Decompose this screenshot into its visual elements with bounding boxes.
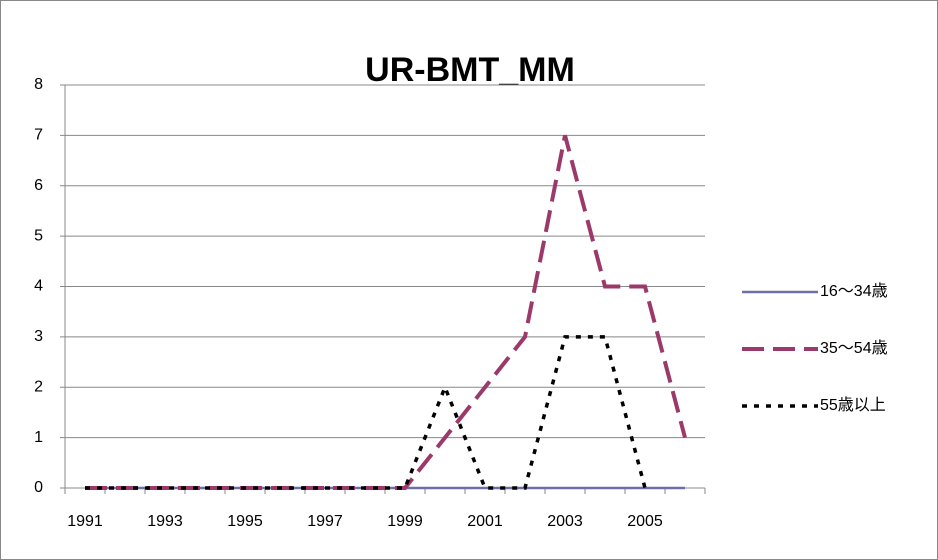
x-tick-label: 1995 xyxy=(227,513,263,530)
x-tick-label: 2003 xyxy=(547,513,583,530)
x-tick-label: 2005 xyxy=(627,513,663,530)
legend-label: 35～54歳 xyxy=(820,339,888,357)
x-tick-label: 1993 xyxy=(147,513,183,530)
y-tick-label: 3 xyxy=(34,328,43,345)
y-tick-label: 5 xyxy=(34,227,43,244)
x-tick-label: 1999 xyxy=(387,513,423,530)
legend-label: 55歳以上 xyxy=(820,396,886,414)
y-tick-label: 2 xyxy=(34,378,43,395)
y-tick-label: 8 xyxy=(34,76,43,93)
y-tick-label: 7 xyxy=(34,127,43,144)
y-tick-label: 4 xyxy=(34,278,43,295)
series-line xyxy=(85,335,647,490)
x-tick-label: 1997 xyxy=(307,513,343,530)
y-tick-label: 1 xyxy=(34,429,43,446)
x-tick-label: 1991 xyxy=(67,513,103,530)
chart-title: UR-BMT_MM xyxy=(365,51,575,89)
x-tick-label: 2001 xyxy=(467,513,503,530)
legend-label: 16～34歳 xyxy=(820,282,888,300)
y-tick-label: 6 xyxy=(34,177,43,194)
y-tick-label: 0 xyxy=(34,479,43,496)
